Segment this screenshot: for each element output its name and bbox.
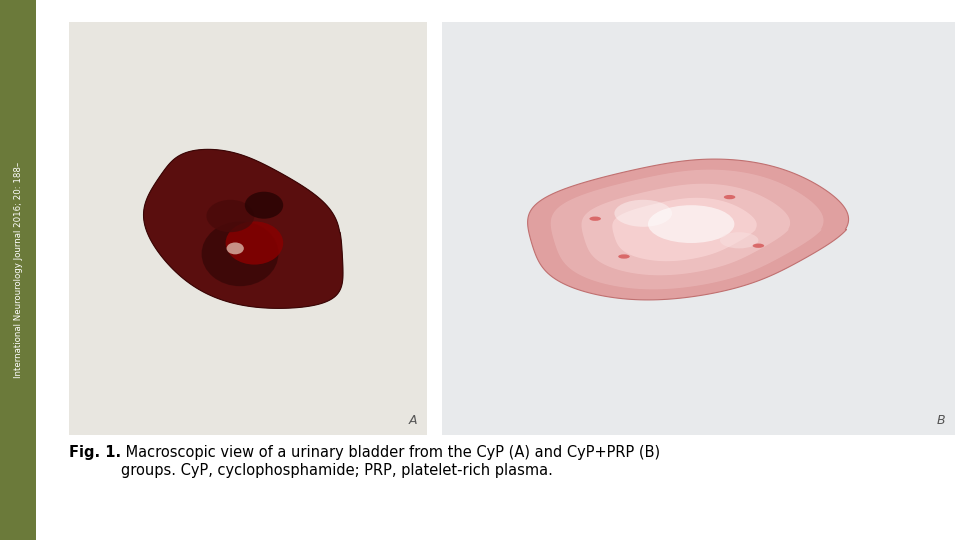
Ellipse shape	[206, 200, 254, 232]
Text: Fig. 1.: Fig. 1.	[69, 446, 121, 461]
Polygon shape	[551, 170, 824, 289]
Polygon shape	[528, 159, 849, 300]
Polygon shape	[214, 207, 275, 255]
Ellipse shape	[720, 232, 758, 248]
Polygon shape	[164, 166, 324, 293]
Ellipse shape	[202, 221, 278, 286]
Ellipse shape	[618, 254, 630, 259]
Ellipse shape	[245, 192, 283, 219]
Ellipse shape	[589, 217, 601, 221]
Ellipse shape	[724, 195, 735, 199]
Text: B: B	[937, 414, 946, 427]
Text: A: A	[409, 414, 418, 427]
Ellipse shape	[753, 244, 764, 248]
Polygon shape	[189, 187, 299, 274]
Ellipse shape	[614, 200, 672, 227]
Bar	[442, 22, 955, 435]
Bar	[69, 22, 427, 435]
Ellipse shape	[227, 242, 244, 254]
Ellipse shape	[648, 205, 734, 243]
Polygon shape	[143, 150, 343, 308]
Text: International Neurourology Journal 2016; 20: 188–: International Neurourology Journal 2016;…	[13, 162, 23, 378]
Polygon shape	[612, 198, 756, 261]
Bar	[0, 0, 36, 540]
Polygon shape	[143, 150, 343, 308]
Text: Macroscopic view of a urinary bladder from the CyP (A) and CyP+PRP (B)
groups. C: Macroscopic view of a urinary bladder fr…	[121, 446, 660, 478]
Polygon shape	[582, 184, 790, 275]
Ellipse shape	[226, 221, 283, 265]
